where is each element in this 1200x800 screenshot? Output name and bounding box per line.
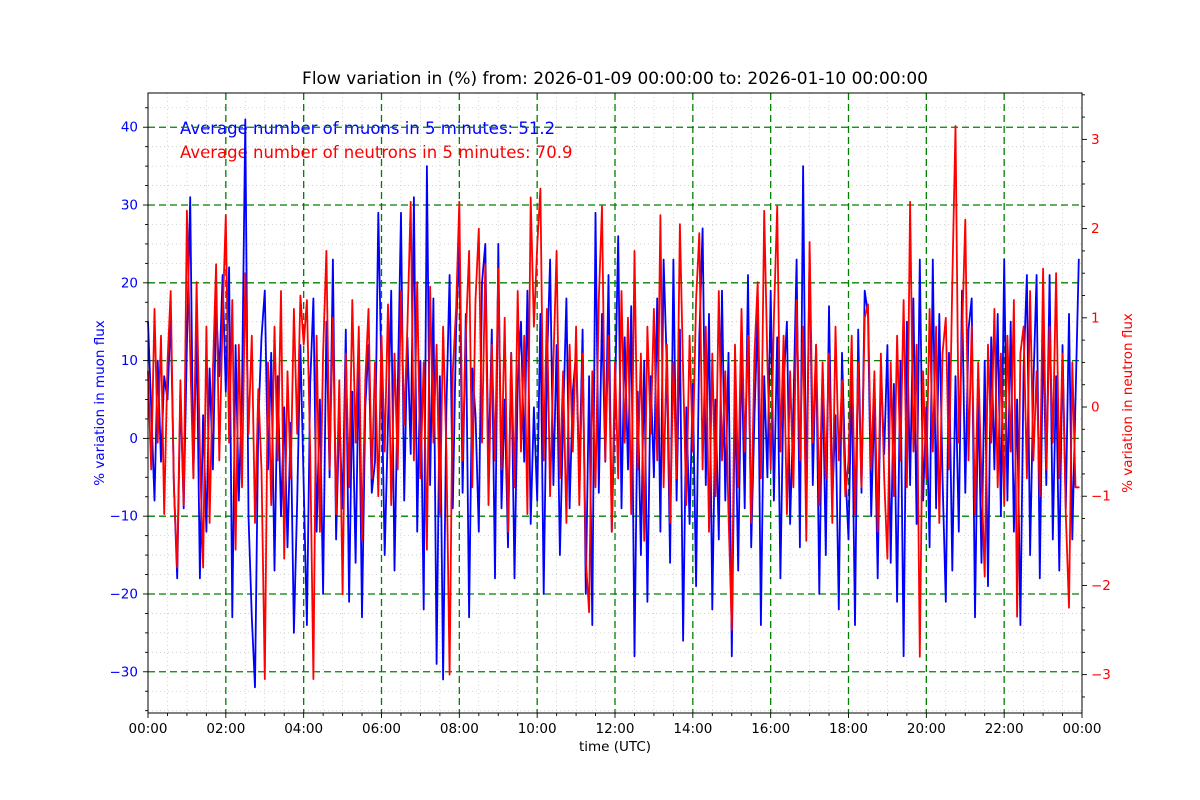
plot-border xyxy=(147,92,1083,714)
y-left-tick-label: 30 xyxy=(121,198,138,214)
x-tick-label: 00:00 xyxy=(1063,721,1102,737)
x-tick-label: 14:00 xyxy=(673,721,712,737)
x-tick-label: 10:00 xyxy=(518,721,557,737)
right-axis-label: % variation in neutron flux xyxy=(1120,313,1136,493)
x-tick-label: 22:00 xyxy=(985,721,1024,737)
x-tick-label: 18:00 xyxy=(829,721,868,737)
y-right-tick-label: 0 xyxy=(1091,400,1100,416)
y-left-tick-label: 20 xyxy=(121,275,138,291)
y-left-tick-label: −20 xyxy=(110,586,139,602)
y-right-tick-label: −2 xyxy=(1091,578,1111,594)
x-axis-label: time (UTC) xyxy=(578,739,652,755)
x-tick-label: 08:00 xyxy=(440,721,479,737)
x-tick-label: 06:00 xyxy=(362,721,401,737)
y-right-tick-label: −1 xyxy=(1091,489,1111,505)
neutron-series-line xyxy=(147,125,1080,680)
y-left-tick-label: 10 xyxy=(121,353,138,369)
x-tick-label: 00:00 xyxy=(129,721,168,737)
annotation-neutron-average: Average number of neutrons in 5 minutes:… xyxy=(180,143,573,162)
muon-series-line xyxy=(147,118,1080,689)
x-tick-label: 16:00 xyxy=(751,721,790,737)
x-tick-label: 04:00 xyxy=(284,721,323,737)
y-left-tick-label: 0 xyxy=(129,431,138,447)
x-tick-label: 20:00 xyxy=(907,721,946,737)
y-left-tick-label: −10 xyxy=(110,509,139,525)
y-left-tick-label: 40 xyxy=(121,120,138,136)
x-tick-label: 02:00 xyxy=(206,721,245,737)
left-axis-label: % variation in muon flux xyxy=(92,320,108,486)
y-right-tick-label: 2 xyxy=(1091,221,1100,237)
y-right-tick-label: −3 xyxy=(1091,667,1111,683)
chart-title: Flow variation in (%) from: 2026-01-09 0… xyxy=(302,69,928,89)
annotation-muon-average: Average number of muons in 5 minutes: 51… xyxy=(180,119,556,138)
x-tick-label: 12:00 xyxy=(596,721,635,737)
y-left-tick-label: −30 xyxy=(110,664,139,680)
y-right-tick-label: 3 xyxy=(1091,132,1100,148)
y-right-tick-label: 1 xyxy=(1091,310,1100,326)
